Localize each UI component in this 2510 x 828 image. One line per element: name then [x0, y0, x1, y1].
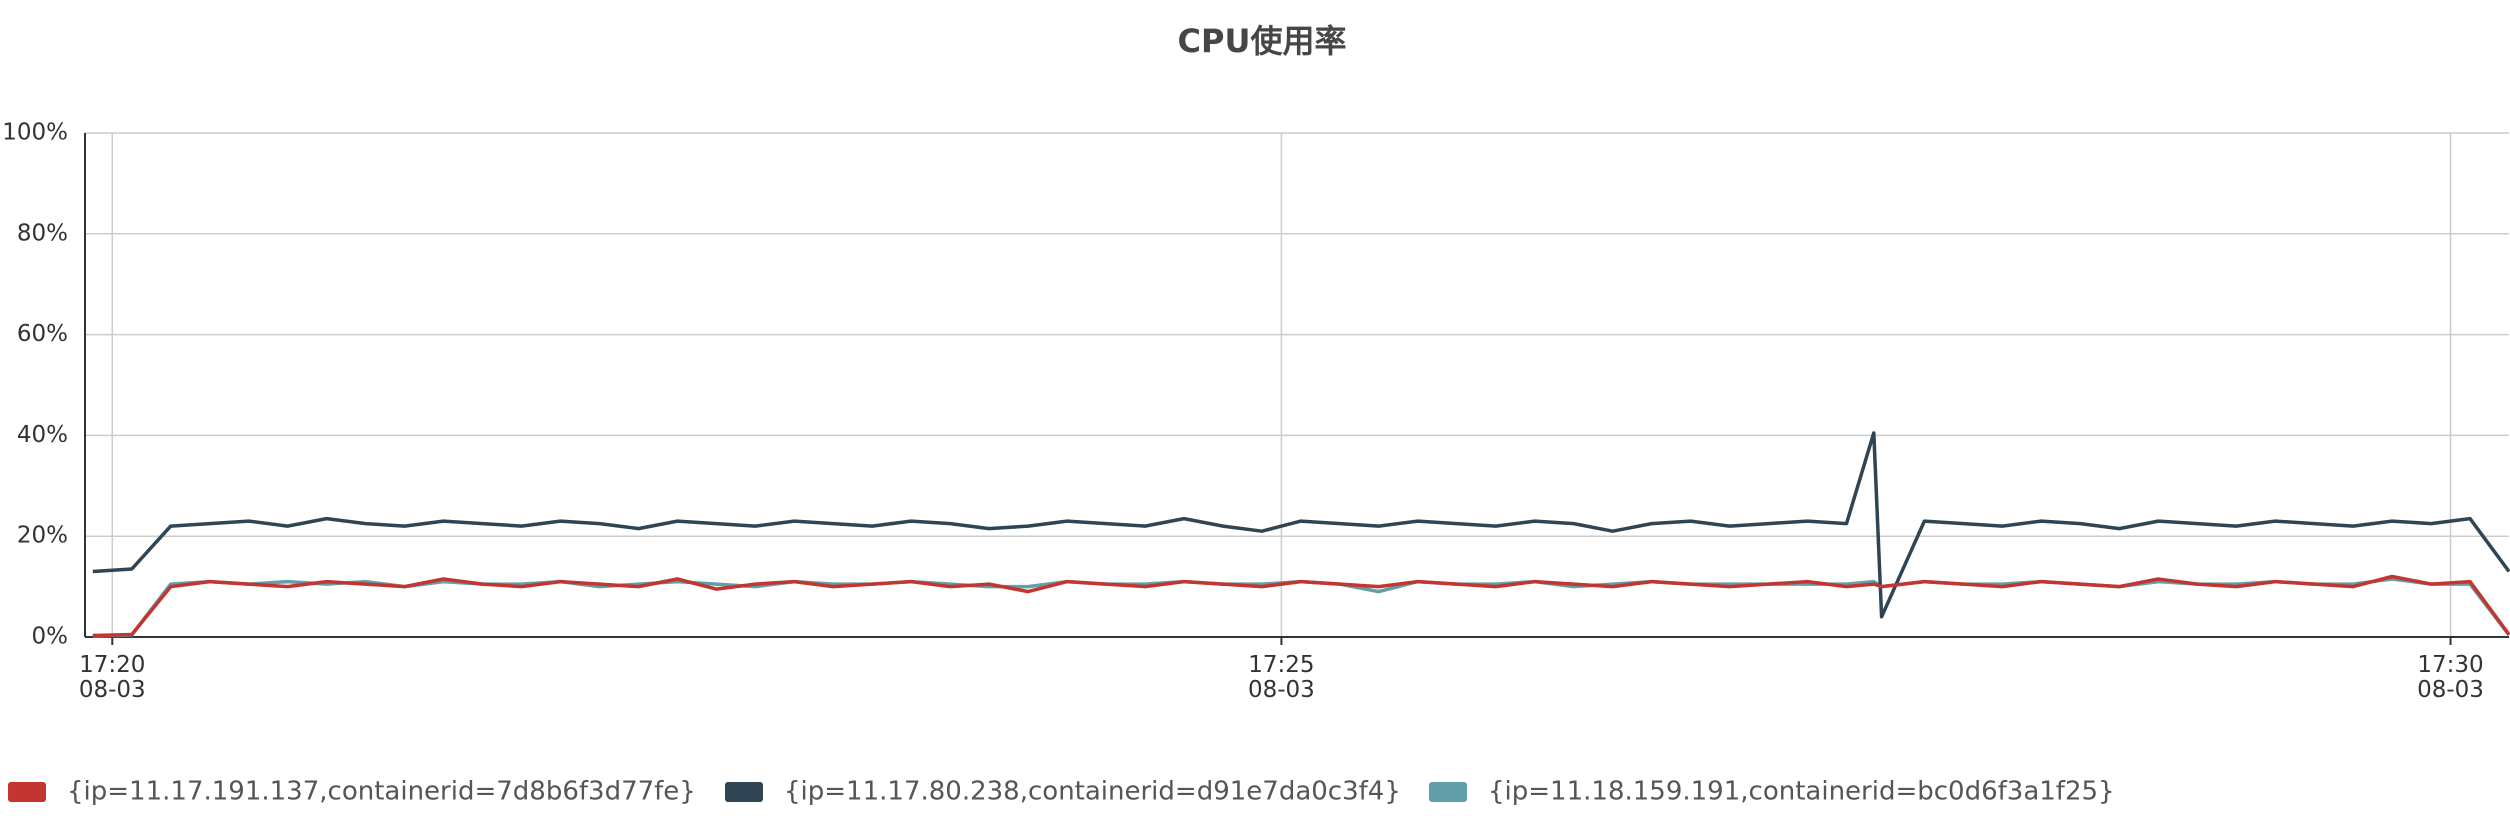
legend-label[interactable]: {ip=11.17.80.238,containerid=d91e7da0c3f…	[784, 777, 1401, 807]
legend-label[interactable]: {ip=11.18.159.191,containerid=bc0d6f3a1f…	[1488, 777, 2115, 807]
series-line	[92, 431, 2510, 619]
x-tick-label: 17:25 08-03	[1247, 652, 1315, 703]
chart-title: CPU使用率	[1178, 22, 1347, 60]
legend-label[interactable]: {ip=11.17.191.137,containerid=7d8b6f3d77…	[67, 777, 696, 807]
y-tick-label: 100%	[2, 120, 68, 146]
legend-swatch[interactable]	[725, 782, 763, 802]
x-tick-label: 17:20 08-03	[78, 652, 146, 703]
series-line	[92, 577, 2510, 638]
legend-swatch[interactable]	[1429, 782, 1467, 802]
series-line	[92, 574, 2510, 638]
legend-swatch[interactable]	[8, 782, 46, 802]
y-tick-label: 0%	[32, 624, 69, 650]
y-tick-label: 60%	[17, 321, 68, 347]
y-tick-label: 40%	[17, 422, 68, 448]
y-tick-label: 20%	[17, 523, 68, 549]
y-tick-label: 80%	[17, 220, 68, 246]
x-tick-label: 17:30 08-03	[2417, 652, 2484, 703]
